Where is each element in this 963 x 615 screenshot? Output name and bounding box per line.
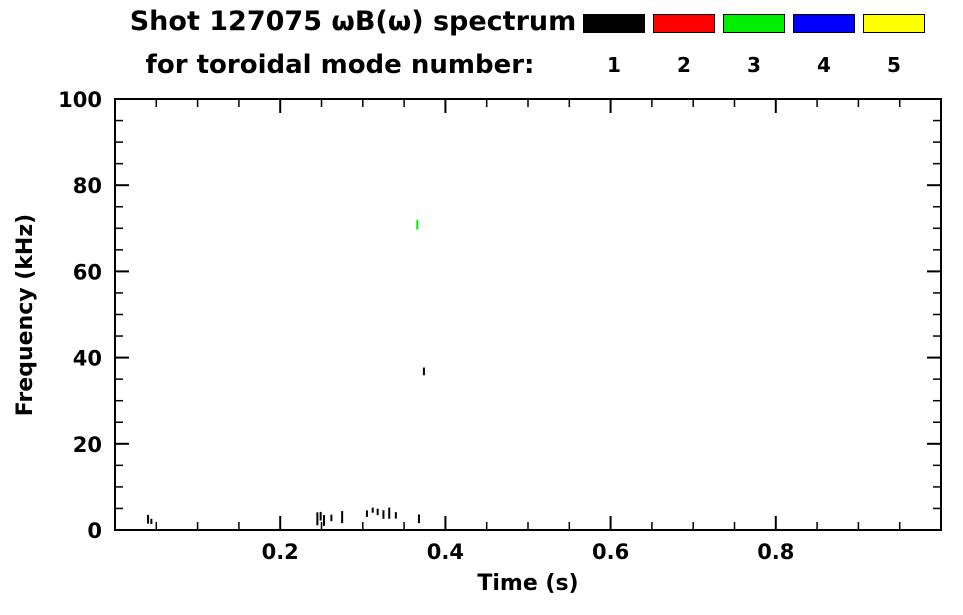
legend-item-mode-3: 3 xyxy=(723,14,785,77)
chart-subtitle: for toroidal mode number: xyxy=(145,50,535,80)
legend-item-mode-4: 4 xyxy=(793,14,855,77)
data-mark-mode-1 xyxy=(388,507,391,519)
legend-label-mode-2: 2 xyxy=(677,53,691,77)
data-mark-mode-1 xyxy=(417,514,420,524)
data-mark-mode-1 xyxy=(382,510,385,519)
legend-swatch-mode-5 xyxy=(863,14,925,33)
data-mark-mode-3 xyxy=(416,220,419,230)
y-axis-label: Frequency (kHz) xyxy=(13,214,38,416)
legend-item-mode-2: 2 xyxy=(653,14,715,77)
data-mark-mode-1 xyxy=(330,514,333,522)
x-axis-label: Time (s) xyxy=(477,571,578,596)
data-mark-mode-1 xyxy=(150,518,153,524)
x-tick-label: 0.8 xyxy=(757,540,794,564)
data-mark-mode-1 xyxy=(394,512,397,519)
legend-label-mode-1: 1 xyxy=(607,53,621,77)
data-mark-mode-1 xyxy=(376,508,379,516)
legend-label-mode-5: 5 xyxy=(887,53,901,77)
plot-frame xyxy=(114,98,942,531)
y-tick-label: 60 xyxy=(73,260,102,284)
y-tick-label: 40 xyxy=(73,347,102,371)
y-tick-label: 0 xyxy=(87,519,102,543)
data-mark-mode-1 xyxy=(316,512,319,526)
legend-swatch-mode-2 xyxy=(653,14,715,33)
x-tick-label: 0.2 xyxy=(262,540,299,564)
legend-item-mode-1: 1 xyxy=(583,14,645,77)
y-tick-label: 100 xyxy=(58,88,102,112)
legend-swatch-mode-4 xyxy=(793,14,855,33)
data-mark-mode-1 xyxy=(322,515,325,526)
data-mark-mode-1 xyxy=(341,511,344,524)
legend-item-mode-5: 5 xyxy=(863,14,925,77)
x-tick-label: 0.6 xyxy=(592,540,629,564)
legend-label-mode-3: 3 xyxy=(747,53,761,77)
chart-title: Shot 127075 ωB(ω) spectrum xyxy=(129,6,577,37)
x-tick-label: 0.4 xyxy=(427,540,464,564)
y-tick-label: 80 xyxy=(73,174,102,198)
data-mark-mode-1 xyxy=(365,510,368,517)
data-mark-mode-1 xyxy=(422,367,425,376)
legend-swatch-mode-3 xyxy=(723,14,785,33)
data-mark-mode-1 xyxy=(371,507,374,513)
data-mark-mode-1 xyxy=(147,514,150,524)
legend-label-mode-4: 4 xyxy=(817,53,831,77)
legend-swatch-mode-1 xyxy=(583,14,645,33)
legend: 1 2 3 4 5 xyxy=(583,14,925,77)
plot-generated-layer: 0.2 0.4 0.6 0.8 0 20 40 60 80 100 xyxy=(58,88,942,564)
data-mark-mode-1 xyxy=(319,511,322,521)
y-tick-label: 20 xyxy=(73,433,102,457)
